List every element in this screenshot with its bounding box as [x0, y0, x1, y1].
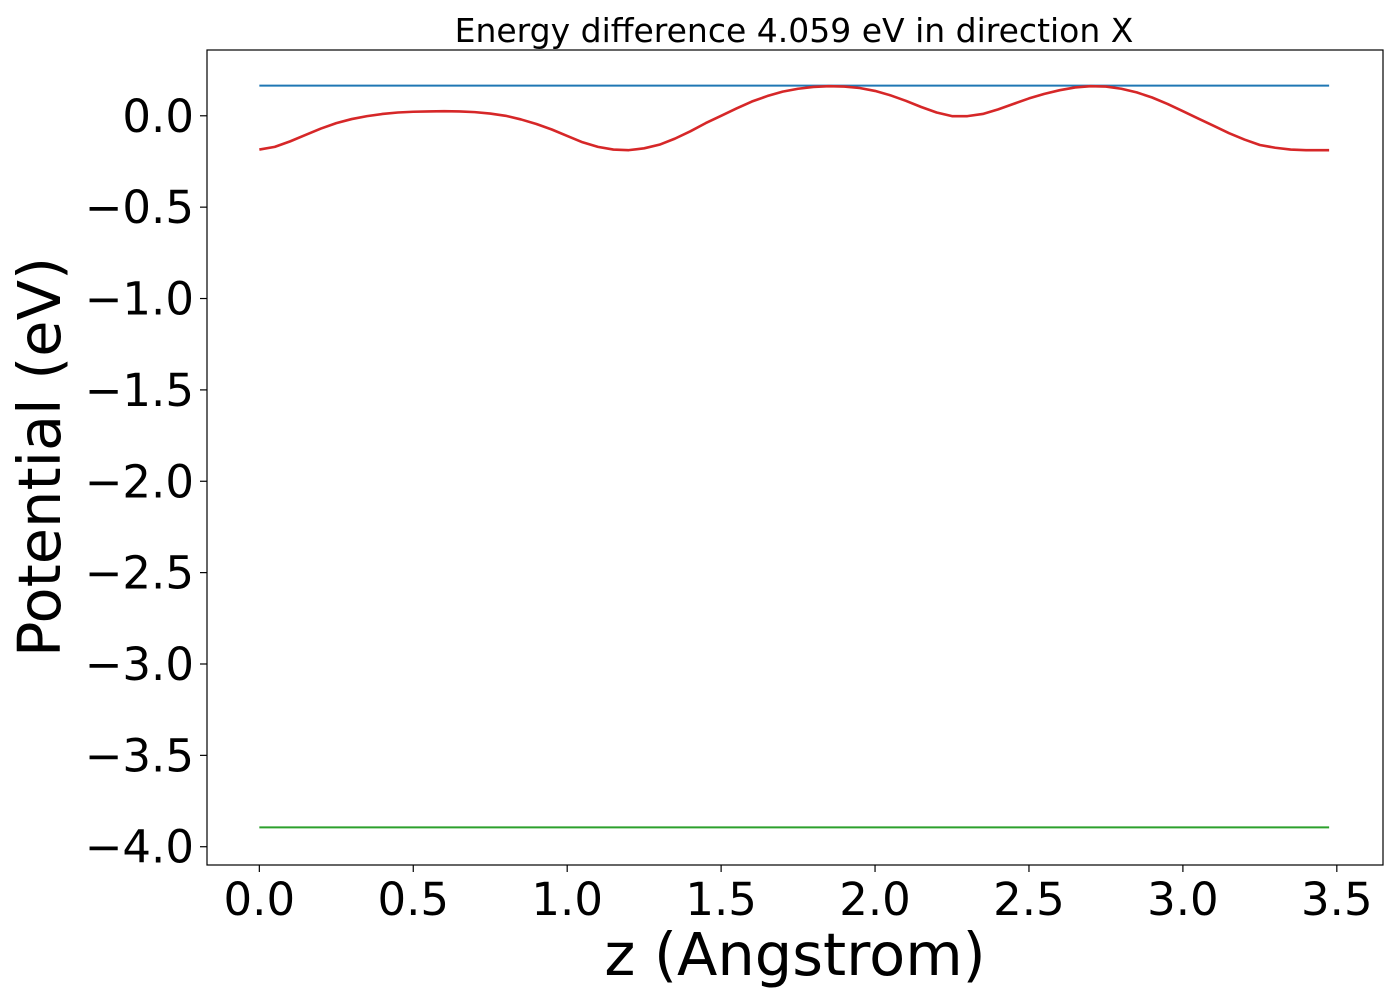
y-tick-label: 0.0 — [122, 90, 194, 143]
x-tick-label: 1.0 — [531, 873, 603, 926]
x-tick-label: 0.5 — [377, 873, 449, 926]
y-axis-title: Potential (eV) — [5, 257, 74, 657]
x-tick-label: 3.5 — [1301, 873, 1373, 926]
x-tick-label: 1.5 — [685, 873, 757, 926]
x-tick-label: 3.0 — [1147, 873, 1219, 926]
y-axis: 0.0 −0.5 −1.0 −1.5 −2.0 −2.5 −3.0 −3.5 −4.0 — [85, 90, 207, 874]
y-tick-label: −2.5 — [85, 547, 194, 600]
y-tick-label: −3.0 — [85, 638, 194, 691]
x-tick-label: 0.0 — [224, 873, 296, 926]
x-tick-label: 2.5 — [993, 873, 1065, 926]
y-tick-label: −2.0 — [85, 455, 194, 508]
x-tick-label: 2.0 — [839, 873, 911, 926]
x-axis: 0.0 0.5 1.0 1.5 2.0 2.5 3.0 3.5 — [224, 865, 1373, 926]
y-tick-label: −1.0 — [85, 273, 194, 326]
y-tick-label: −3.5 — [85, 729, 194, 782]
y-tick-label: −1.5 — [85, 364, 194, 417]
series-layer — [259, 84, 1330, 829]
x-axis-title: z (Angstrom) — [604, 920, 985, 989]
y-tick-label: −4.0 — [85, 821, 194, 874]
plot-area — [206, 49, 1384, 866]
series-line-red — [259, 84, 1330, 152]
chart-title: Energy difference 4.059 eV in direction … — [455, 11, 1134, 50]
y-tick-label: −0.5 — [85, 181, 194, 234]
